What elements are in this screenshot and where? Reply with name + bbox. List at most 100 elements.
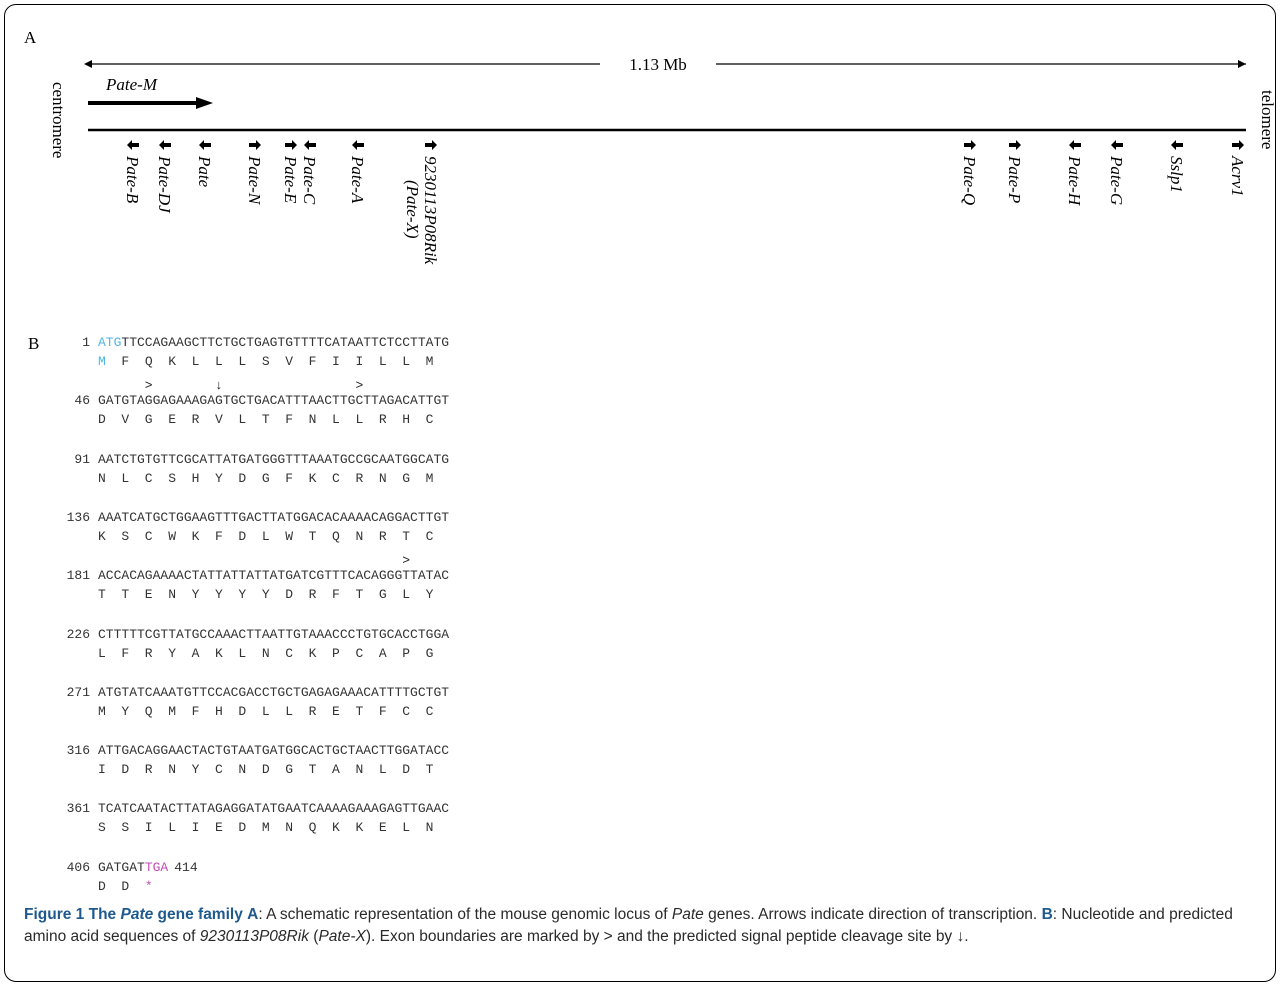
sequence-row-3: 91 AATCTGTGTTCGCATTATGATGGGTTTAAATGCCGCAA… (60, 451, 580, 508)
telomere-label: telomere (1258, 90, 1277, 149)
gene-arrow-pate-c (304, 140, 316, 150)
amino-acid-sequence: L F R Y A K L N C K P C A P G (98, 645, 434, 661)
nucleotide-sequence: ACCACAGAAAACTATTATTATTATGATCGTTTCACAGGGT… (98, 568, 450, 584)
sequence-row-7: 271 ATGTATCAAATGTTCCACGACCTGCTGAGAGAAACAT… (60, 684, 580, 741)
sequence-row-1: 1 ATGTTCCAGAAGCTTCTGCTGAGTGTTTTCATAATTCTC… (60, 334, 580, 391)
sequence-row-5: 181 ACCACAGAAAACTATTATTATTATGATCGTTTCACAG… (60, 553, 580, 624)
panel-b-label: B (28, 334, 40, 353)
sequence-row-4: 136 AAATCATGCTGGAAGTTTGACTTATGGACACAAAACA… (60, 509, 580, 566)
gene-arrow-pate-p (1009, 140, 1021, 150)
position-number: 226 (66, 626, 90, 642)
gene-arrow-pate-g (1111, 140, 1123, 150)
gene-label-pate-n: Pate-N (245, 155, 264, 206)
genomic-locus-diagram: 1.13 Mb Pate-M centromere telomere Pate-… (49, 55, 1277, 265)
scale-label: 1.13 Mb (629, 55, 687, 74)
gene-arrow-pate-a (352, 140, 364, 150)
nucleotide-line: 181 ACCACAGAAAACTATTATTATTATGATCGTTTCACAG… (60, 567, 449, 585)
nucleotide-sequence: TCATCAATACTTATAGAGGATATGAATCAAAAGAAAGAGT… (98, 801, 450, 817)
position-number: 271 (66, 684, 90, 700)
caption-title-pre: The (88, 906, 117, 923)
gene-label-pate-p: Pate-P (1005, 155, 1024, 203)
nucleotide-line: 136 AAATCATGCTGGAAGTTTGACTTATGGACACAAAACA… (60, 509, 449, 527)
amino-acid-sequence: K S C W K F D L W T Q N R T C (98, 528, 434, 544)
caption-b-gene: 9230113P08Rik (199, 928, 309, 945)
gene-label-pate-dj: Pate-DJ (155, 155, 174, 214)
amino-acid-line: M Y Q M F H D L L R E T F C C (98, 703, 433, 721)
sequence-row-last: 406 GATGATTGA 414 D D * (60, 859, 580, 916)
gene-label-pate-q: Pate-Q (960, 155, 979, 205)
start-codon: ATG (98, 335, 122, 350)
nucleotide-line: 406 GATGATTGA 414 (60, 859, 198, 877)
position-number: 46 (74, 393, 90, 409)
position-number: 91 (74, 451, 90, 467)
amino-acid-line: N L C S H Y D G F K C R N G M (98, 470, 433, 488)
amino-acid-line: S S I L I E D M N Q K K E L N (98, 819, 433, 837)
caption-title-post: gene family (157, 906, 243, 923)
amino-acid-line: T T E N Y Y Y Y D R F T G L Y (98, 586, 433, 604)
caption-b-alt: Pate-X (318, 928, 366, 945)
gene-arrow-sslp1 (1171, 140, 1183, 150)
gene-alt-label-9230113p08rik: (Pate-X) (403, 180, 422, 239)
amino-acid-line: I D R N Y C N D G T A N L D T (98, 761, 433, 779)
caption-figure-number: Figure 1 (24, 906, 85, 923)
nucleotide-line: 316 ATTGACAGGAACTACTGTAATGATGGCACTGCTAACT… (60, 742, 449, 760)
gene-label-acrv1: Acrv1 (1228, 155, 1247, 197)
figure-caption: Figure 1 The Pate gene family A: A schem… (24, 904, 1274, 948)
gene-arrow-pate-n (249, 140, 261, 150)
gene-label-9230113p08rik: 9230113P08Rik (421, 156, 440, 265)
stop-residue: * (144, 878, 153, 894)
stop-codon: TGA (144, 859, 169, 875)
gene-label-pate-e: Pate-E (281, 155, 300, 204)
start-residue: M (98, 354, 106, 369)
position-number: 136 (66, 509, 90, 525)
end-position: 414 (174, 859, 198, 875)
sequence-row-9: 361 TCATCAATACTTATAGAGGATATGAATCAAAAGAAAG… (60, 800, 580, 857)
caption-a-label: A (247, 906, 259, 923)
position-number: 361 (66, 801, 90, 817)
pate-m-arrowhead (196, 97, 213, 109)
amino-acid-line: K S C W K F D L W T Q N R T C (98, 528, 433, 546)
nucleotide-sequence: GATGAT (98, 859, 145, 875)
amino-acid-line: D D * (98, 878, 153, 896)
sequence-row-2: 46 GATGTAGGAGAAAGAGTGCTGACATTTAACTTGCTTAG… (60, 378, 580, 449)
nucleotide-sequence: ATTGACAGGAACTACTGTAATGATGGCACTGCTAACTTGG… (98, 743, 450, 759)
position-number: 181 (66, 568, 90, 584)
caption-b-alt-close: ). (365, 928, 376, 945)
caption-b-text-2: Exon boundaries are marked by > and the … (379, 928, 969, 945)
position-number: 1 (82, 335, 90, 350)
amino-acid-sequence: F Q K L L L S V F I I L L M (105, 354, 434, 369)
amino-acid-sequence: S S I L I E D M N Q K K E L N (98, 820, 434, 836)
caption-b-label: B (1041, 906, 1053, 923)
gene-arrow-pate-h (1069, 140, 1081, 150)
nucleotide-sequence: TTCCAGAAGCTTCTGCTGAGTGTTTTCATAATTCTCCTTA… (121, 335, 450, 350)
caption-a-text-1: : A schematic representation of the mous… (258, 906, 668, 923)
nucleotide-line: 226 CTTTTTCGTTATGCCAAACTTAATTGTAAACCCTGTG… (60, 626, 449, 644)
gene-label-pate-g: Pate-G (1107, 155, 1126, 205)
exon-boundary-marks: > ↓ > (98, 378, 364, 394)
amino-acid-sequence: D D (98, 878, 145, 894)
nucleotide-line: 1 ATGTTCCAGAAGCTTCTGCTGAGTGTTTTCATAATTCTC… (60, 334, 449, 352)
centromere-label: centromere (49, 82, 68, 158)
gene-arrow-acrv1 (1232, 140, 1244, 150)
gene-label-pate: Pate (195, 155, 214, 188)
nucleotide-line: 271 ATGTATCAAATGTTCCACGACCTGCTGAGAGAAACAT… (60, 684, 449, 702)
amino-acid-line: M F Q K L L L S V F I I L L M (98, 353, 433, 371)
nucleotide-line: 46 GATGTAGGAGAAAGAGTGCTGACATTTAACTTGCTTAG… (60, 392, 449, 410)
nucleotide-sequence: GATGTAGGAGAAAGAGTGCTGACATTTAACTTGCTTAGAC… (98, 393, 450, 409)
amino-acid-sequence: T T E N Y Y Y Y D R F T G L Y (98, 587, 434, 603)
gene-markers: Pate-B Pate-DJ Pate Pate-N Pate-E Pate-C Pate-… (123, 140, 1247, 265)
gene-label-pate-a: Pate-A (348, 155, 367, 204)
amino-acid-sequence: N L C S H Y D G F K C R N G M (98, 470, 434, 486)
nucleotide-sequence: CTTTTTCGTTATGCCAAACTTAATTGTAAACCCTGTGCAC… (98, 626, 450, 642)
gene-arrow-pate-dj (159, 140, 171, 150)
exon-boundary-marks: > (98, 553, 411, 569)
amino-acid-sequence: I D R N Y C N D G T A N L D T (98, 762, 434, 778)
amino-acid-sequence: M Y Q M F H D L L R E T F C C (98, 703, 434, 719)
gene-label-pate-b: Pate-B (123, 155, 142, 204)
gene-label-pate-h: Pate-H (1065, 155, 1084, 207)
amino-acid-line: D V G E R V L T F N L L R H C (98, 411, 433, 429)
figure-frame (4, 4, 1276, 982)
caption-title-gene: Pate (120, 906, 154, 923)
pate-m-label: Pate-M (105, 75, 158, 94)
gene-label-pate-c: Pate-C (300, 155, 319, 205)
